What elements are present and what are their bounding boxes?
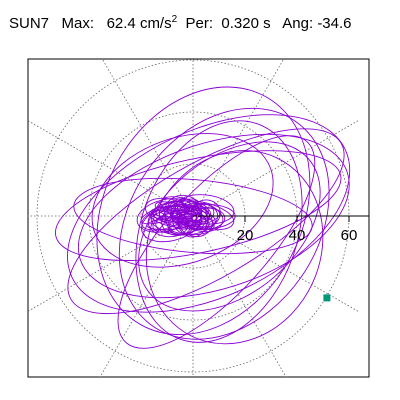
core-loop <box>187 202 215 223</box>
tick-label-40: 40 <box>289 227 306 244</box>
orbit-loop <box>73 177 313 255</box>
orbit-loop <box>96 86 311 336</box>
core-loop <box>170 200 235 231</box>
grid-spoke-60 <box>192 59 285 217</box>
orbit-loop <box>67 128 345 315</box>
core-loop <box>145 197 197 228</box>
orbit-traces <box>54 86 351 349</box>
grid-spoke-330 <box>192 215 359 313</box>
grid-spoke-30 <box>192 119 359 217</box>
grid-spoke-150 <box>28 120 194 217</box>
core-loop <box>150 209 215 236</box>
core-loop <box>152 212 184 233</box>
angle-label: Ang: <box>282 15 314 32</box>
core-loop <box>148 210 190 223</box>
orbit-loop <box>117 135 316 349</box>
core-loop <box>152 200 209 224</box>
orbit-loop <box>138 141 321 312</box>
period-label: Per: <box>185 15 214 32</box>
station-code: SUN7 <box>9 15 50 32</box>
period-value: 0.320 <box>221 15 259 32</box>
max-value: 62.4 <box>106 15 136 32</box>
radial-ticks: 20 40 60 <box>237 216 358 244</box>
tick-label-60: 60 <box>341 227 358 244</box>
orbit-loop <box>77 133 350 299</box>
max-unit: cm/s <box>139 15 172 32</box>
chart-title: SUN7 Max: 62.4 cm/s2 Per: 0.320 s Ang: -… <box>9 14 352 34</box>
core-loop <box>190 199 221 228</box>
end-marker-group <box>323 294 331 302</box>
max-label: Max: <box>61 15 95 32</box>
end-marker <box>323 294 331 302</box>
orbit-loop <box>91 133 274 268</box>
grid-spoke-120 <box>101 59 194 217</box>
core-loop <box>160 196 211 224</box>
angle-value: -34.6 <box>317 15 352 32</box>
period-unit: s <box>263 15 271 32</box>
tick-label-20: 20 <box>237 227 254 244</box>
grid-spoke-240 <box>99 215 194 377</box>
orbit-loop <box>54 150 342 261</box>
plot-frame <box>27 58 370 378</box>
max-unit-exponent: 2 <box>171 14 178 25</box>
